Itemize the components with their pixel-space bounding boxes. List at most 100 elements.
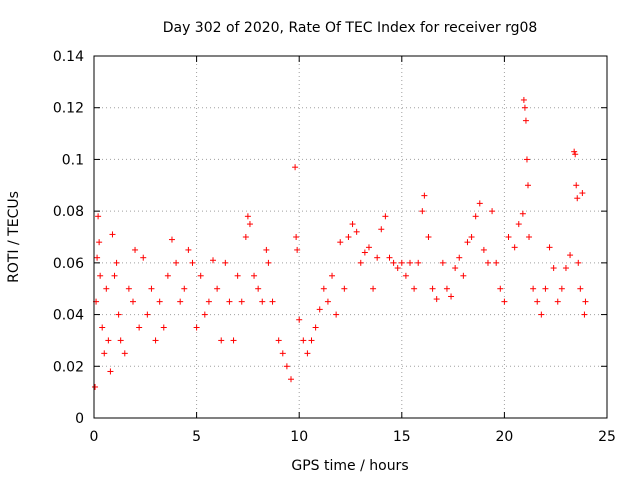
x-tick-label: 20 <box>495 429 513 445</box>
data-point <box>582 298 589 305</box>
data-points <box>92 96 589 390</box>
data-point <box>357 259 364 266</box>
data-point <box>429 285 436 292</box>
data-point <box>579 190 586 197</box>
data-point <box>501 298 508 305</box>
data-point <box>193 324 200 331</box>
data-point <box>370 285 377 292</box>
data-point <box>407 259 414 266</box>
data-point <box>575 259 582 266</box>
data-point <box>523 156 530 163</box>
data-point <box>94 254 101 261</box>
data-point <box>238 298 245 305</box>
y-tick-label: 0.12 <box>53 101 84 117</box>
data-point <box>573 182 580 189</box>
data-point <box>148 285 155 292</box>
data-point <box>472 213 479 220</box>
data-point <box>125 285 132 292</box>
data-point <box>386 254 393 261</box>
data-point <box>443 285 450 292</box>
data-point <box>329 272 336 279</box>
data-point <box>210 257 217 264</box>
data-point <box>571 148 578 155</box>
data-point <box>308 337 315 344</box>
data-point <box>296 316 303 323</box>
y-tick-label: 0.02 <box>53 359 84 375</box>
data-point <box>526 234 533 240</box>
data-point <box>415 259 422 266</box>
data-point <box>489 208 496 215</box>
data-point <box>103 285 110 292</box>
grid-lines <box>94 56 607 418</box>
data-point <box>521 104 528 111</box>
data-point <box>572 151 579 158</box>
data-point <box>205 298 212 305</box>
data-point <box>476 200 483 207</box>
chart-title: Day 302 of 2020, Rate Of TEC Index for r… <box>163 20 538 36</box>
data-point <box>265 259 272 266</box>
data-point <box>234 272 241 279</box>
data-point <box>242 234 249 240</box>
axis-ticks <box>93 55 608 419</box>
data-point <box>269 298 276 305</box>
data-point <box>164 272 171 279</box>
data-point <box>129 298 136 305</box>
data-point <box>121 350 128 357</box>
data-point <box>99 324 106 331</box>
data-point <box>402 272 409 279</box>
data-point <box>530 285 537 292</box>
data-point <box>511 244 518 251</box>
data-point <box>581 311 588 318</box>
data-point <box>275 337 282 344</box>
data-point <box>480 246 487 253</box>
data-point <box>177 298 184 305</box>
data-point <box>197 272 204 279</box>
y-tick-label: 0 <box>75 411 84 427</box>
data-point <box>92 383 99 390</box>
data-point <box>382 213 389 220</box>
x-axis-title: GPS time / hours <box>291 458 408 474</box>
data-point <box>505 234 512 240</box>
data-point <box>113 259 120 266</box>
data-point <box>468 234 475 240</box>
data-point <box>168 236 175 243</box>
data-point <box>554 298 561 305</box>
data-point <box>244 213 251 220</box>
data-point <box>333 311 340 318</box>
data-point <box>226 298 233 305</box>
data-point <box>546 244 553 251</box>
data-point <box>246 221 253 228</box>
data-point <box>522 117 529 124</box>
data-point <box>337 239 344 246</box>
data-point <box>287 376 294 383</box>
y-tick-label: 0.04 <box>53 308 84 324</box>
data-point <box>365 244 372 251</box>
data-point <box>96 239 103 246</box>
data-point <box>361 249 368 256</box>
data-point <box>349 221 356 228</box>
data-point <box>320 285 327 292</box>
data-point <box>456 254 463 261</box>
data-point <box>109 231 116 238</box>
data-point <box>421 192 428 199</box>
y-tick-label: 0.14 <box>53 49 84 65</box>
data-point <box>534 298 541 305</box>
x-tick-label: 5 <box>192 429 201 445</box>
data-point <box>292 164 299 171</box>
data-point <box>105 337 112 344</box>
data-point <box>398 259 405 266</box>
data-point <box>95 213 102 220</box>
data-point <box>542 285 549 292</box>
data-point <box>316 306 323 313</box>
x-tick-label: 15 <box>393 429 411 445</box>
data-point <box>115 311 122 318</box>
data-point <box>107 368 114 375</box>
data-point <box>263 246 270 253</box>
data-point <box>117 337 124 344</box>
data-point <box>558 285 565 292</box>
data-point <box>111 272 118 279</box>
data-point <box>294 246 301 253</box>
data-point <box>452 265 459 272</box>
data-point <box>259 298 266 305</box>
